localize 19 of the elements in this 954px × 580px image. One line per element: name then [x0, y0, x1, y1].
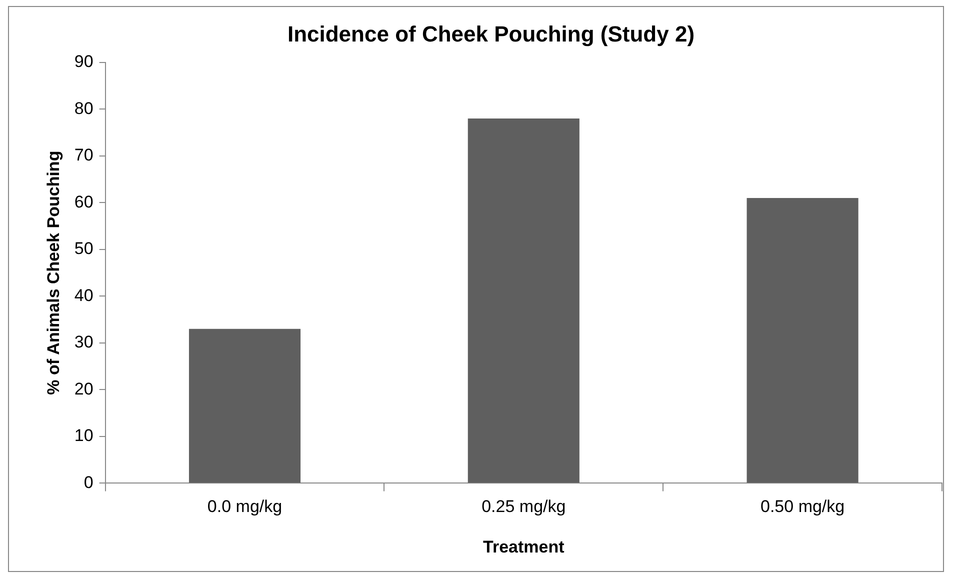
y-tick-label: 10: [74, 426, 94, 446]
y-tick-label: 60: [74, 192, 94, 212]
y-tick-label: 70: [74, 146, 94, 165]
y-tick-label: 0: [84, 472, 94, 492]
y-tick-label: 80: [74, 98, 94, 118]
chart-title: Incidence of Cheek Pouching (Study 2): [287, 21, 695, 46]
y-axis-title: % of Animals Cheek Pouching: [44, 150, 63, 395]
y-tick-label: 40: [74, 286, 94, 305]
x-tick-label: 0.50 mg/kg: [760, 497, 845, 516]
x-tick-label: 0.0 mg/kg: [207, 497, 282, 516]
y-tick-label: 30: [74, 332, 94, 352]
x-axis-title: Treatment: [483, 537, 565, 556]
y-tick-label: 90: [74, 52, 94, 72]
bar: [188, 328, 301, 483]
x-tick-label: 0.25 mg/kg: [482, 497, 566, 516]
y-tick-label: 20: [74, 379, 94, 398]
bar: [468, 118, 580, 483]
bar: [746, 198, 858, 483]
y-tick-label: 50: [74, 239, 94, 258]
